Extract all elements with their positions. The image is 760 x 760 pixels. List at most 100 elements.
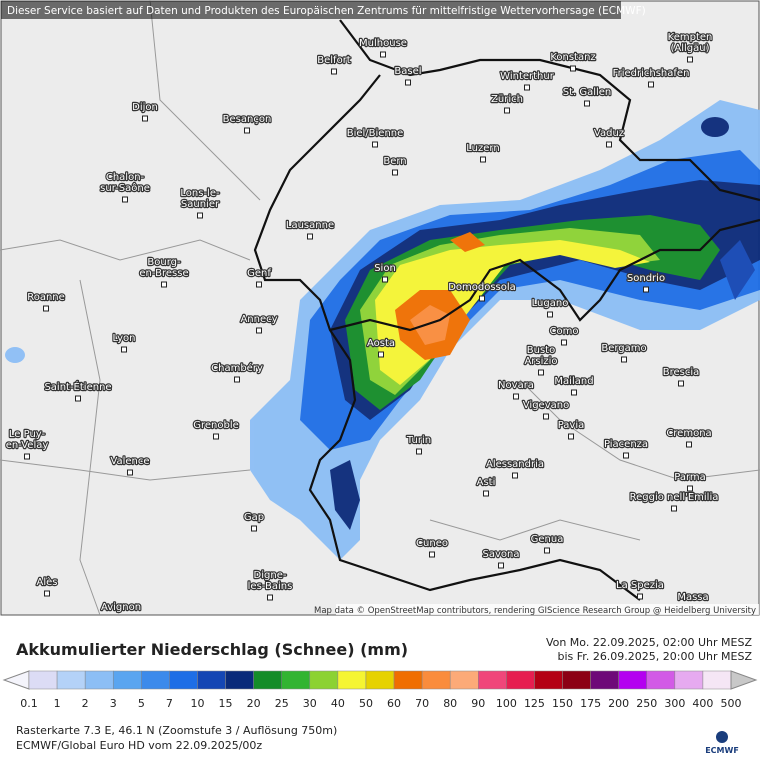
legend-value: 50: [359, 697, 373, 710]
city-marker: [479, 295, 485, 302]
city-label: Digne-: [254, 570, 287, 581]
city-label: les-Bains: [248, 581, 293, 592]
city-marker: [547, 311, 553, 318]
city-label: Lausanne: [286, 220, 334, 231]
header-text: Dieser Service basiert auf Daten und Pro…: [7, 5, 646, 17]
city-marker: [687, 56, 693, 63]
legend-swatch: [393, 670, 423, 690]
city-label: Alessandria: [486, 459, 544, 470]
legend-value: 40: [331, 697, 345, 710]
city-label: Kempten: [668, 32, 713, 43]
city-marker: [480, 156, 486, 163]
city-label: Konstanz: [550, 52, 595, 63]
city-label: Genua: [531, 534, 564, 545]
city-label: Aosta: [367, 338, 395, 349]
city-label: Turin: [406, 435, 431, 446]
attribution: Map data © OpenStreetMap contributors, r…: [314, 606, 756, 616]
city-marker: [637, 593, 643, 600]
legend-swatch: [590, 670, 619, 690]
city-marker: [543, 413, 549, 420]
legend-swatch: [702, 670, 732, 690]
legend-value: 150: [552, 697, 573, 710]
legend-swatch: [506, 670, 535, 690]
city-marker: [648, 81, 654, 88]
legend-value: 175: [580, 697, 601, 710]
legend-swatch: [618, 670, 648, 690]
legend-swatch: [197, 670, 226, 690]
city-marker: [513, 393, 519, 400]
city-label: Grenoble: [193, 420, 239, 431]
city-label: Saunier: [181, 199, 220, 210]
legend-swatch: [421, 670, 451, 690]
attribution-bg: [336, 604, 759, 615]
city-label: Luzern: [466, 143, 499, 154]
city-marker: [570, 65, 576, 72]
header-bar: [1, 1, 621, 19]
legend-swatch: [337, 670, 367, 690]
city-label: Lugano: [532, 298, 569, 309]
legend-value: 100: [496, 697, 517, 710]
legend-value: 125: [524, 697, 545, 710]
city-marker: [75, 395, 81, 402]
city-label: (Allgäu): [670, 43, 709, 54]
city-marker: [686, 441, 692, 448]
city-label: Piacenza: [604, 439, 648, 450]
city-label: Reggio nell'Emilia: [630, 492, 719, 503]
city-marker: [584, 100, 590, 107]
city-marker: [378, 351, 384, 358]
city-marker: [161, 281, 167, 288]
legend-value: 7: [166, 697, 173, 710]
legend-swatch: [534, 670, 563, 690]
city-marker: [561, 339, 567, 346]
region-borders: [0, 0, 760, 616]
legend-value: 3: [110, 697, 117, 710]
city-label: Como: [550, 326, 579, 337]
legend-swatch: [169, 670, 198, 690]
country-borders: [253, 19, 760, 601]
city-label: Chambéry: [211, 362, 263, 374]
legend-swatch: [28, 670, 58, 690]
city-label: Arsizio: [524, 356, 557, 367]
legend-swatch: [56, 670, 86, 690]
legend-value: 1: [54, 697, 61, 710]
city-label: Belfort: [317, 55, 351, 66]
legend-swatch: [281, 670, 311, 690]
city-label: Savona: [483, 549, 520, 560]
city-label: Biel/Bienne: [347, 128, 404, 139]
legend-value: 2: [82, 697, 89, 710]
legend-swatch: [562, 670, 591, 690]
legend-value: 400: [692, 697, 713, 710]
city-label: en-Bresse: [139, 268, 188, 279]
legend-value: 25: [275, 697, 289, 710]
legend-value: 20: [247, 697, 261, 710]
city-marker: [213, 433, 219, 440]
city-label: Cremona: [666, 428, 711, 439]
legend-value: 80: [443, 697, 457, 710]
city-marker: [512, 472, 518, 479]
legend-value: 0.1: [20, 697, 38, 710]
city-label: Basel: [394, 66, 421, 77]
city-marker: [256, 281, 262, 288]
city-label: Friedrichshafen: [613, 68, 690, 79]
city-marker: [429, 551, 435, 558]
city-label: Avignon: [101, 602, 141, 613]
city-label: Mulhouse: [359, 38, 407, 49]
city-marker: [380, 51, 386, 58]
legend-value: 250: [636, 697, 657, 710]
city-marker: [538, 369, 544, 376]
city-label: Novara: [498, 380, 534, 391]
legend-value: 15: [219, 697, 233, 710]
city-marker: [392, 169, 398, 176]
legend-swatch: [646, 670, 676, 690]
legend-arrow: [2, 670, 30, 690]
city-label: Sion: [374, 263, 396, 274]
city-label: Winterthur: [500, 71, 555, 82]
city-marker: [43, 305, 49, 312]
legend-value: 200: [608, 697, 629, 710]
city-label: Asti: [477, 477, 496, 488]
city-marker: [568, 433, 574, 440]
city-label: Dijon: [132, 102, 158, 113]
city-label: Chalon-: [106, 172, 145, 183]
